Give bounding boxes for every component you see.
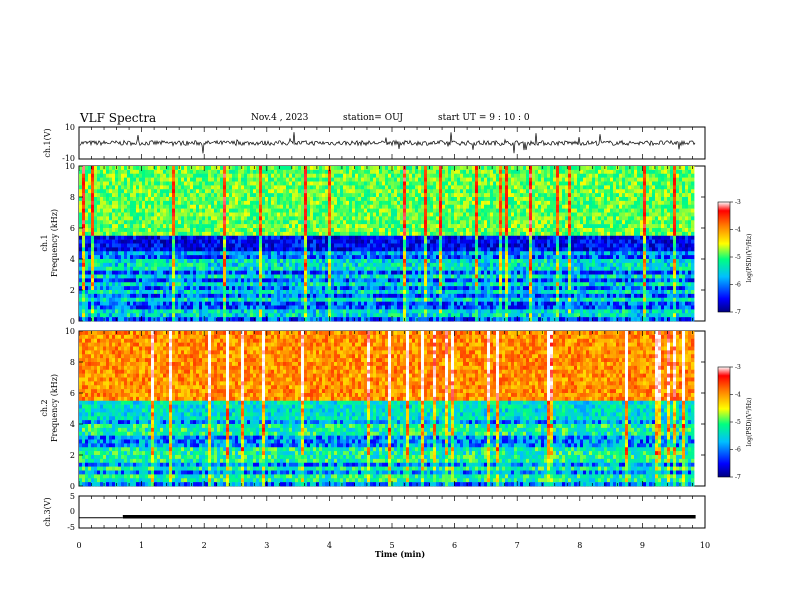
x-tick-label: 10 bbox=[700, 541, 710, 550]
ch2-spectrogram-panel: 0 2 4 6 8 10 ch.2 Frequency (kHz) bbox=[40, 327, 706, 491]
ch2-colorbar-tick: -4 bbox=[735, 392, 741, 399]
x-tick-label: 3 bbox=[264, 541, 269, 550]
ch3-ytick-mid: 0 bbox=[70, 507, 75, 516]
ch2-colorbar-tick: -5 bbox=[735, 419, 741, 426]
ch1-spectrogram-ytick: 6 bbox=[70, 224, 75, 233]
ch1-ylabel-channel: ch.1 bbox=[40, 234, 49, 251]
ch2-colorbar-tick: -3 bbox=[735, 364, 741, 371]
ch3-trace-frame bbox=[78, 495, 706, 529]
ch1-colorbar-tick: -4 bbox=[735, 227, 741, 234]
ch2-colorbar-label: log(PSD)(V²/Hz) bbox=[746, 398, 753, 447]
ch1-ytick-bottom: -10 bbox=[62, 154, 75, 163]
ch1-spectrogram-ytick: 8 bbox=[70, 193, 75, 202]
ch1-spectrogram-ytick: 0 bbox=[70, 317, 75, 326]
ch1-colorbar-tick: -7 bbox=[735, 309, 741, 316]
x-tick-label: 1 bbox=[139, 541, 144, 550]
ch2-spectrogram-ytick: 0 bbox=[70, 482, 75, 491]
ch1-colorbar-tick: -5 bbox=[735, 254, 741, 261]
ch1-colorbar-tick: -3 bbox=[735, 199, 741, 206]
x-tick-label: 9 bbox=[640, 541, 645, 550]
ch2-spectrogram-ytick: 6 bbox=[70, 389, 75, 398]
ch2-colorbar-tick: -6 bbox=[735, 447, 741, 454]
ch1-spectrogram-image bbox=[79, 166, 695, 322]
chart-title: VLF Spectra bbox=[80, 111, 157, 125]
ch1-waveform-panel: 10 -10 ch.1(V) bbox=[43, 123, 706, 163]
ch2-spectrogram-ytick: 4 bbox=[70, 420, 75, 429]
start-time-label: start UT = 9 : 10 : 0 bbox=[438, 113, 530, 123]
x-tick-label: 6 bbox=[452, 541, 457, 550]
ch1-colorbar-scale bbox=[717, 201, 731, 313]
station-label: station= OUJ bbox=[343, 113, 404, 123]
ch2-ylabel-channel: ch.2 bbox=[40, 399, 49, 416]
ch1-colorbar-tick: -6 bbox=[735, 282, 741, 289]
ch1-spectrogram-panel: 0 2 4 6 8 10 ch.1 Frequency (kHz) bbox=[40, 162, 706, 326]
ch2-spectrogram-image bbox=[79, 331, 695, 487]
ch2-ylabel-frequency: Frequency (kHz) bbox=[50, 374, 59, 442]
ch2-colorbar-tick: -7 bbox=[735, 474, 741, 481]
ch3-ylabel: ch.3(V) bbox=[43, 497, 52, 526]
ch3-ytick-top: 5 bbox=[70, 492, 75, 501]
x-tick-label: 5 bbox=[389, 541, 394, 550]
ch1-spectrogram-ytick: 10 bbox=[65, 162, 75, 171]
ch3-trace-panel: 5 0 -5 ch.3(V) bbox=[43, 492, 706, 532]
ch2-colorbar-scale bbox=[717, 366, 731, 478]
ch1-waveform-line bbox=[79, 132, 696, 154]
ch2-colorbar: -3 -4 -5 -6 -7 log(PSD)(V²/Hz) bbox=[717, 364, 753, 481]
x-tick-label: 0 bbox=[76, 541, 81, 550]
ch1-ylabel: ch.1(V) bbox=[43, 128, 52, 157]
ch1-ylabel-frequency: Frequency (kHz) bbox=[50, 209, 59, 277]
ch1-ytick-top: 10 bbox=[65, 123, 75, 132]
ch2-spectrogram-ytick: 10 bbox=[65, 327, 75, 336]
ch1-colorbar-label: log(PSD)(V²/Hz) bbox=[746, 234, 753, 283]
x-tick-label: 2 bbox=[202, 541, 207, 550]
x-tick-label: 7 bbox=[515, 541, 520, 550]
x-tick-label: 8 bbox=[577, 541, 582, 550]
date-label: Nov.4 , 2023 bbox=[251, 113, 309, 123]
x-tick-label: 4 bbox=[327, 541, 332, 550]
ch1-colorbar: -3 -4 -5 -6 -7 log(PSD)(V²/Hz) bbox=[717, 199, 753, 316]
x-axis-label: Time (min) bbox=[375, 549, 425, 559]
ch1-spectrogram-ytick: 2 bbox=[70, 286, 75, 295]
ch2-spectrogram-ytick: 2 bbox=[70, 451, 75, 460]
ch1-spectrogram-ytick: 4 bbox=[70, 255, 75, 264]
ch2-spectrogram-ytick: 8 bbox=[70, 358, 75, 367]
ch3-ytick-bottom: -5 bbox=[67, 523, 75, 532]
